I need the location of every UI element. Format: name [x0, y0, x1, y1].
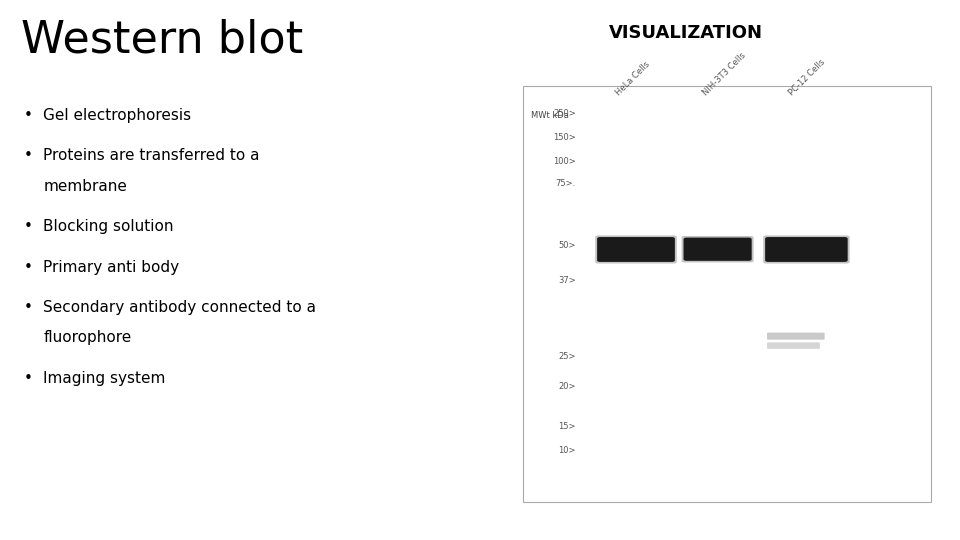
Text: •: • [24, 219, 33, 234]
Text: Primary anti body: Primary anti body [43, 260, 180, 275]
FancyBboxPatch shape [684, 238, 752, 261]
Text: MWt kDa: MWt kDa [531, 111, 568, 120]
Text: PC-12 Cells: PC-12 Cells [787, 57, 828, 97]
Text: •: • [24, 108, 33, 123]
Text: 10>: 10> [559, 447, 576, 455]
Text: 150>: 150> [553, 133, 576, 142]
Text: 100>: 100> [553, 158, 576, 166]
Text: 50>: 50> [559, 241, 576, 250]
Text: 37>: 37> [559, 276, 576, 285]
FancyBboxPatch shape [767, 333, 825, 340]
FancyBboxPatch shape [763, 235, 850, 264]
Text: NIH-3T3 Cells: NIH-3T3 Cells [701, 51, 748, 97]
Text: Western blot: Western blot [21, 19, 303, 62]
Text: •: • [24, 148, 33, 164]
Text: fluorophore: fluorophore [43, 330, 132, 346]
Text: Secondary antibody connected to a: Secondary antibody connected to a [43, 300, 316, 315]
Text: Proteins are transferred to a: Proteins are transferred to a [43, 148, 260, 164]
Text: Imaging system: Imaging system [43, 371, 165, 386]
Text: 250>: 250> [553, 109, 576, 118]
Text: Blocking solution: Blocking solution [43, 219, 174, 234]
Text: Gel electrophoresis: Gel electrophoresis [43, 108, 191, 123]
Text: •: • [24, 300, 33, 315]
FancyBboxPatch shape [767, 342, 820, 349]
Text: VISUALIZATION: VISUALIZATION [610, 24, 763, 42]
FancyBboxPatch shape [765, 237, 848, 262]
FancyBboxPatch shape [595, 235, 677, 264]
Text: •: • [24, 260, 33, 275]
Text: 75>.: 75>. [556, 179, 576, 188]
Text: membrane: membrane [43, 179, 127, 194]
Text: 20>: 20> [559, 382, 576, 390]
Bar [523, 86, 931, 502]
FancyBboxPatch shape [682, 236, 754, 262]
FancyBboxPatch shape [597, 237, 675, 262]
Text: HeLa Cells: HeLa Cells [614, 59, 652, 97]
Text: 15>: 15> [559, 422, 576, 431]
Text: •: • [24, 371, 33, 386]
Text: 25>: 25> [559, 352, 576, 361]
